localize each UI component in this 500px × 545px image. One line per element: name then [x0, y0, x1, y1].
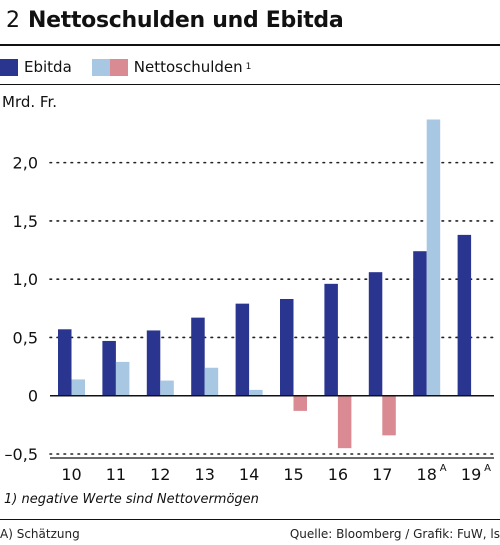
bar-net-debt	[71, 379, 85, 396]
legend-label-ebitda: Ebitda	[24, 58, 72, 76]
x-tick-label: 14	[239, 465, 259, 484]
bar-ebitda	[280, 298, 294, 396]
legend-rule	[0, 84, 500, 85]
legend-swatch-net-debt-positive	[91, 58, 110, 76]
bar-ebitda	[191, 317, 205, 396]
bottom-rule	[0, 519, 500, 520]
x-tick-superscript: A	[484, 463, 491, 474]
title-row: 2 Nettoschulden und Ebitda	[6, 8, 344, 38]
bar-net-debt	[160, 380, 174, 396]
bar-ebitda	[457, 234, 472, 396]
x-tick-label: 13	[195, 465, 215, 484]
y-tick-label: 0,5	[13, 328, 38, 347]
top-rule	[0, 44, 500, 46]
legend-item-ebitda: Ebitda	[0, 58, 72, 76]
legend-note-marker: 1	[245, 62, 252, 72]
y-tick-label: 1,5	[13, 212, 38, 231]
legend-item-net-debt: Nettoschulden 1	[91, 58, 252, 76]
chart-title: Nettoschulden und Ebitda	[28, 8, 344, 33]
figure-number: 2	[6, 8, 20, 33]
bar-ebitda	[58, 329, 72, 396]
bar-net-debt	[426, 119, 441, 396]
x-tick-superscript: A	[440, 463, 447, 474]
bar-net-debt	[337, 395, 352, 449]
y-tick-label: –0,5	[5, 445, 38, 464]
legend-label-net-debt: Nettoschulden	[133, 58, 243, 76]
bar-ebitda	[368, 272, 383, 396]
bar-ebitda	[102, 340, 116, 396]
bar-net-debt	[293, 395, 307, 411]
bar-net-debt	[204, 367, 219, 396]
bar-ebitda	[324, 283, 338, 396]
legend-swatch-net-debt	[91, 58, 128, 76]
bar-ebitda	[146, 330, 161, 396]
legend: Ebitda Nettoschulden 1	[0, 56, 271, 78]
legend-swatch-ebitda	[0, 58, 18, 76]
x-tick-label: 18	[417, 465, 437, 484]
y-axis-unit-label: Mrd. Fr.	[2, 93, 57, 111]
source-credit: Quelle: Bloomberg / Grafik: FuW, ls	[289, 527, 500, 541]
x-tick-label: 10	[61, 465, 81, 484]
x-tick-label: 17	[372, 465, 392, 484]
bar-net-debt	[115, 361, 130, 396]
y-tick-label: 1,0	[13, 270, 38, 289]
y-tick-label: 2,0	[13, 154, 38, 173]
x-tick-label: 19	[461, 465, 481, 484]
bar-ebitda	[235, 303, 250, 396]
x-tick-label: 16	[328, 465, 348, 484]
y-tick-label: 0	[28, 387, 38, 406]
x-tick-label: 12	[150, 465, 170, 484]
legend-swatch-net-debt-negative	[109, 58, 128, 76]
bar-net-debt	[382, 395, 396, 436]
bar-net-debt	[249, 389, 263, 396]
footnote: 1) negative Werte sind Nettovermögen	[4, 492, 259, 507]
x-tick-label: 15	[283, 465, 303, 484]
bar-ebitda	[413, 251, 427, 396]
x-tick-label: 11	[106, 465, 126, 484]
bar-chart: Mrd. Fr. –0,5 0 0,5 1,0 1,5 2,0 10 11 12 13 14 15 16 1…	[2, 93, 495, 484]
estimate-note: A) Schätzung	[0, 527, 80, 541]
